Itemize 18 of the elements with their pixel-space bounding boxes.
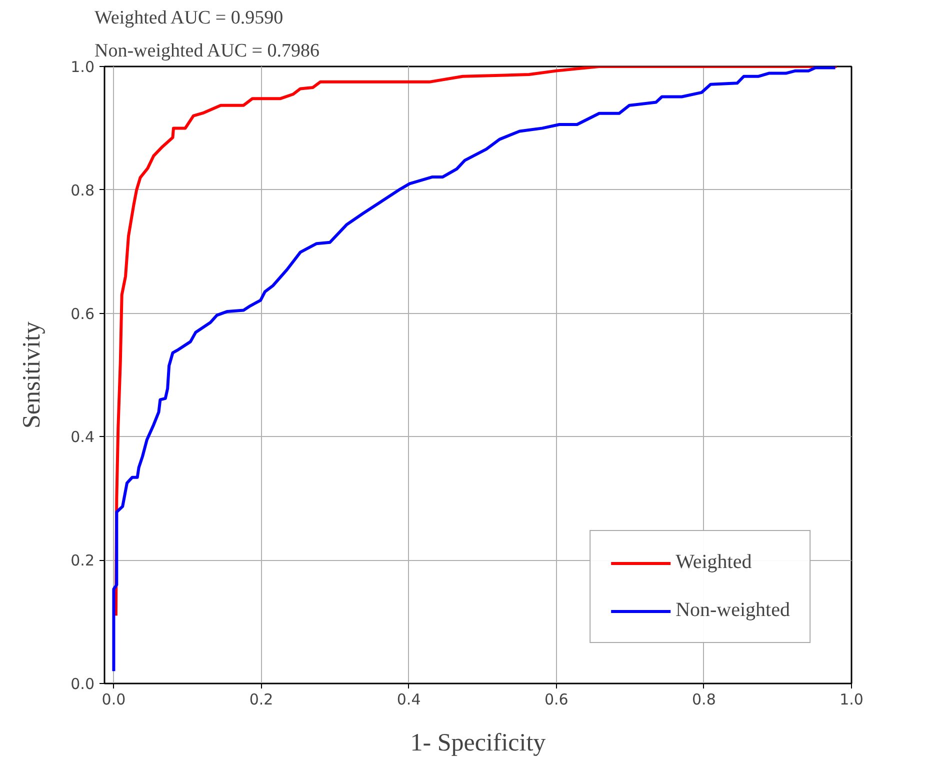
x-tick-label: 0.4	[396, 690, 421, 708]
y-tick-label: 0.4	[70, 428, 95, 446]
chart-subtitle: Non-weighted AUC = 0.7986	[94, 40, 320, 62]
y-tick-label: 0.8	[70, 181, 95, 200]
x-tick-label: 0.8	[692, 690, 716, 708]
y-tick-label: 0.6	[70, 304, 95, 323]
x-tick-label: 0.0	[102, 690, 126, 708]
legend-label: Non-weighted	[676, 599, 790, 622]
chart-title: Weighted AUC = 0.9590	[94, 8, 284, 28]
x-tick-label: 0.2	[249, 690, 274, 708]
y-axis-title: Sensitivity	[18, 321, 46, 428]
x-tick-label: 1.0	[840, 690, 864, 708]
legend-label: Weighted	[676, 551, 752, 574]
x-axis-title: 1- Specificity	[410, 730, 546, 756]
x-tick-label: 0.6	[544, 690, 568, 708]
y-tick-label: 1.0	[70, 58, 95, 76]
y-tick-label: 0.2	[70, 552, 95, 570]
y-tick-label: 0.0	[70, 675, 95, 693]
